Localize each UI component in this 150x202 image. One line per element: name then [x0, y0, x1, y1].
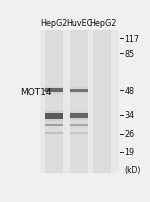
Bar: [45, 124, 63, 127]
Bar: [70, 114, 88, 119]
Bar: [70, 111, 88, 122]
Bar: [70, 112, 88, 121]
Bar: [70, 131, 88, 136]
Bar: [45, 114, 63, 119]
Bar: [45, 110, 63, 122]
Bar: [70, 88, 88, 94]
Bar: [45, 122, 63, 128]
Text: HuvEC: HuvEC: [66, 19, 92, 28]
Bar: [45, 31, 63, 174]
Text: 34: 34: [124, 111, 135, 120]
Bar: [70, 132, 88, 135]
Bar: [45, 112, 63, 121]
Bar: [70, 124, 88, 127]
Text: MOT14: MOT14: [20, 87, 51, 96]
Bar: [45, 133, 63, 134]
Bar: [70, 133, 88, 134]
Text: 117: 117: [124, 35, 140, 43]
Text: HepG2: HepG2: [89, 19, 116, 28]
Bar: [70, 87, 88, 95]
Bar: [45, 131, 63, 136]
Bar: [45, 123, 63, 128]
Bar: [45, 132, 63, 135]
Bar: [45, 86, 63, 95]
Text: (kD): (kD): [124, 165, 141, 174]
Bar: [70, 31, 88, 174]
Text: 48: 48: [124, 86, 135, 95]
Text: 85: 85: [124, 49, 135, 58]
Bar: [45, 89, 63, 93]
Bar: [70, 123, 88, 128]
Text: 26: 26: [124, 129, 135, 138]
Bar: [93, 31, 111, 174]
Text: HepG2: HepG2: [40, 19, 67, 28]
Bar: [40, 31, 119, 174]
Bar: [45, 87, 63, 94]
Bar: [70, 123, 88, 127]
Text: 19: 19: [124, 148, 135, 157]
Bar: [70, 89, 88, 93]
